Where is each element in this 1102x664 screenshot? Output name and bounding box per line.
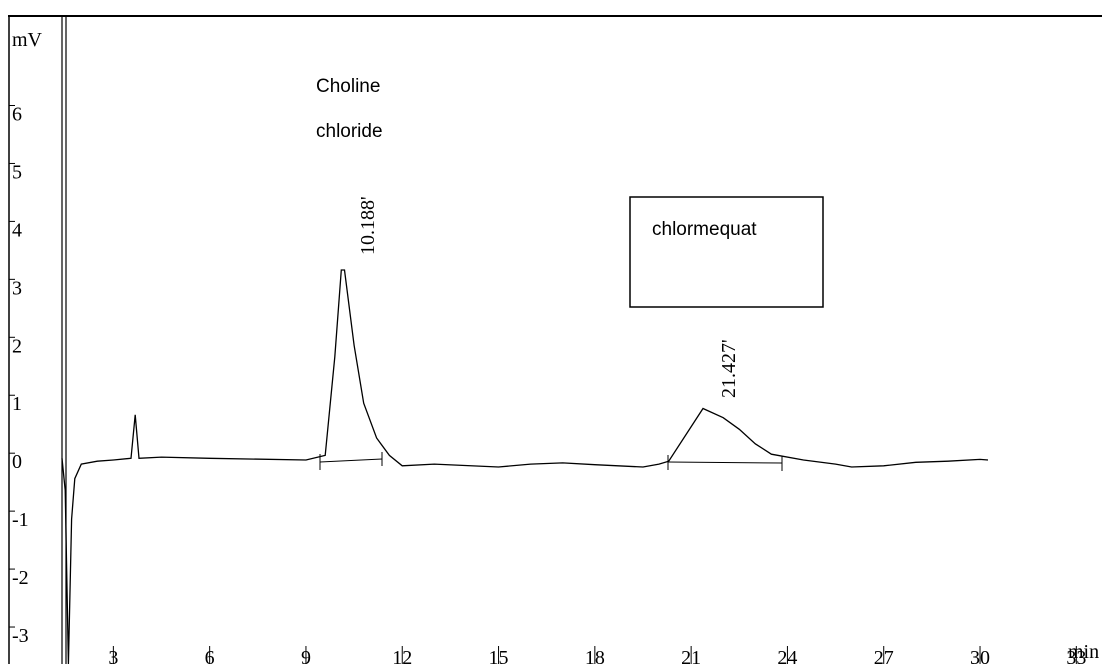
x-tick-label: 18: [585, 647, 605, 664]
x-axis-label: min: [1068, 641, 1099, 663]
retention-time-label: 21.427': [718, 339, 740, 398]
y-axis-label: mV: [12, 29, 43, 51]
trace: [61, 269, 989, 664]
x-tick-label: 3: [108, 647, 118, 664]
annotation-box: [629, 196, 824, 308]
annotation: Choline: [316, 76, 380, 97]
y-tick-label: 0: [12, 451, 22, 473]
y-tick-label: -2: [12, 567, 29, 589]
x-tick-label: 15: [489, 647, 509, 664]
x-tick-label: 6: [205, 647, 215, 664]
y-tick-label: -3: [12, 625, 29, 647]
retention-time-label: 10.188': [357, 196, 379, 255]
y-tick-label: 5: [12, 161, 22, 183]
x-tick-label: 21: [681, 647, 701, 664]
y-tick-label: 1: [12, 393, 22, 415]
x-tick-label: 9: [301, 647, 311, 664]
y-tick-label: 3: [12, 277, 22, 299]
x-tick-label: 24: [777, 647, 797, 664]
y-tick-label: -1: [12, 509, 29, 531]
x-tick-label: 33: [1066, 647, 1086, 664]
x-tick-label: 30: [970, 647, 990, 664]
x-tick-label: 27: [874, 647, 894, 664]
x-tick-label: 12: [392, 647, 412, 664]
y-tick-label: 6: [12, 104, 22, 126]
annotation: chlormequat: [652, 219, 757, 240]
integration-baselines: [319, 452, 783, 471]
y-tick-label: 2: [12, 335, 22, 357]
y-tick-label: 4: [12, 219, 22, 241]
annotation: chloride: [316, 121, 383, 142]
